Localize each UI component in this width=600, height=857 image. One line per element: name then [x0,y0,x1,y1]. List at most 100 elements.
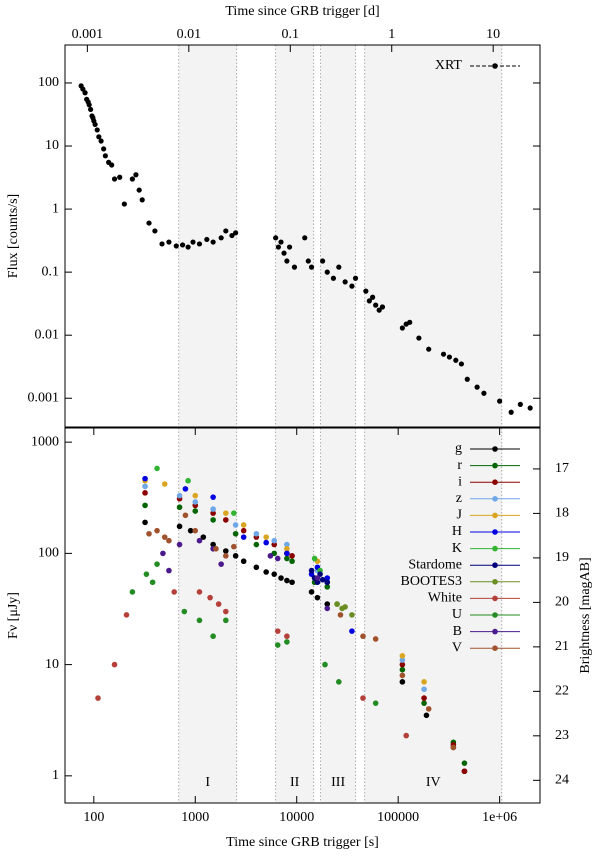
data-point [421,700,427,706]
data-point [426,346,432,352]
x-axis-label: Time since GRB trigger [s] [226,835,379,850]
legend-marker [492,462,498,469]
data-point [196,589,203,595]
data-point [161,534,168,540]
data-point [305,258,311,264]
data-point [366,298,372,304]
data-point [324,584,331,590]
data-point [399,325,405,331]
data-point [421,686,427,693]
y-tick-label: 10 [45,138,59,153]
data-point [92,121,98,128]
data-point [376,307,382,313]
data-point [176,523,183,530]
data-point [223,608,229,615]
data-point [274,642,281,648]
data-point [278,575,284,581]
data-point [324,269,330,275]
data-point [129,176,135,182]
legend-label: Stardome [408,557,462,572]
region [178,45,237,427]
data-point [421,679,427,685]
data-point [399,672,406,679]
data-point [289,553,295,559]
data-point [278,239,284,245]
data-point [322,661,328,668]
legend-label: K [452,541,462,556]
data-point [166,239,172,245]
y2-tick-label: 19 [555,550,569,565]
y-tick-label: 1 [52,768,59,783]
data-point [192,492,199,499]
data-point [111,661,118,668]
data-point [240,527,247,534]
data-point [196,537,203,544]
data-point [192,527,199,534]
data-point [154,465,160,472]
x2-tick-label: 0.01 [177,27,202,42]
x-tick-label: 1e+06 [482,810,517,825]
x2-axis-label: Time since GRB trigger [d] [225,4,379,19]
data-point [129,589,136,595]
data-point [274,555,281,562]
data-point [302,235,308,241]
data-point [267,553,274,559]
data-point [461,760,468,766]
data-point [284,639,290,645]
data-point [440,351,447,357]
data-point [399,666,406,673]
data-point [291,264,298,270]
data-point [253,541,260,548]
region-label: I [205,775,210,790]
data-point [450,744,457,751]
region [320,45,356,427]
data-point [171,589,178,595]
region [364,45,502,427]
legend-marker [492,496,498,502]
data-point [508,409,514,415]
data-point [271,537,278,544]
plot-frame [64,427,541,804]
data-point [173,243,179,249]
data-point [349,283,355,289]
data-point [142,475,148,482]
data-point [117,174,123,180]
data-point [109,162,115,168]
data-point [166,567,172,574]
data-point [232,522,239,528]
data-point [210,633,216,640]
x2-tick-label: 10 [486,27,500,42]
plot-frame [64,44,541,428]
data-point [474,384,480,390]
legend-label: i [458,474,462,489]
data-point [232,553,239,559]
plot-area [78,83,533,415]
data-point [324,601,331,607]
data-point [82,90,88,96]
legend-label: BOOTES3 [401,574,462,589]
data-point [121,201,127,207]
data-point [370,294,376,300]
data-point [139,197,145,203]
data-point [458,361,465,367]
data-point [96,134,102,140]
data-point [253,564,260,571]
region [275,428,314,803]
x-tick-label: 100000 [377,810,419,825]
data-point [324,575,331,581]
data-point [196,617,203,624]
legend-marker [492,545,498,552]
data-point [142,483,148,490]
y-axis-label: Flux [counts/s] [6,194,21,278]
data-point [461,768,468,775]
data-point [102,153,108,159]
data-point [403,732,410,739]
data-point [399,661,406,668]
legend-marker [492,529,498,535]
legend-marker [492,63,498,69]
data-point [185,244,191,250]
data-point [399,657,406,663]
y2-tick-label: 17 [555,461,569,476]
legend-label: V [452,640,462,655]
